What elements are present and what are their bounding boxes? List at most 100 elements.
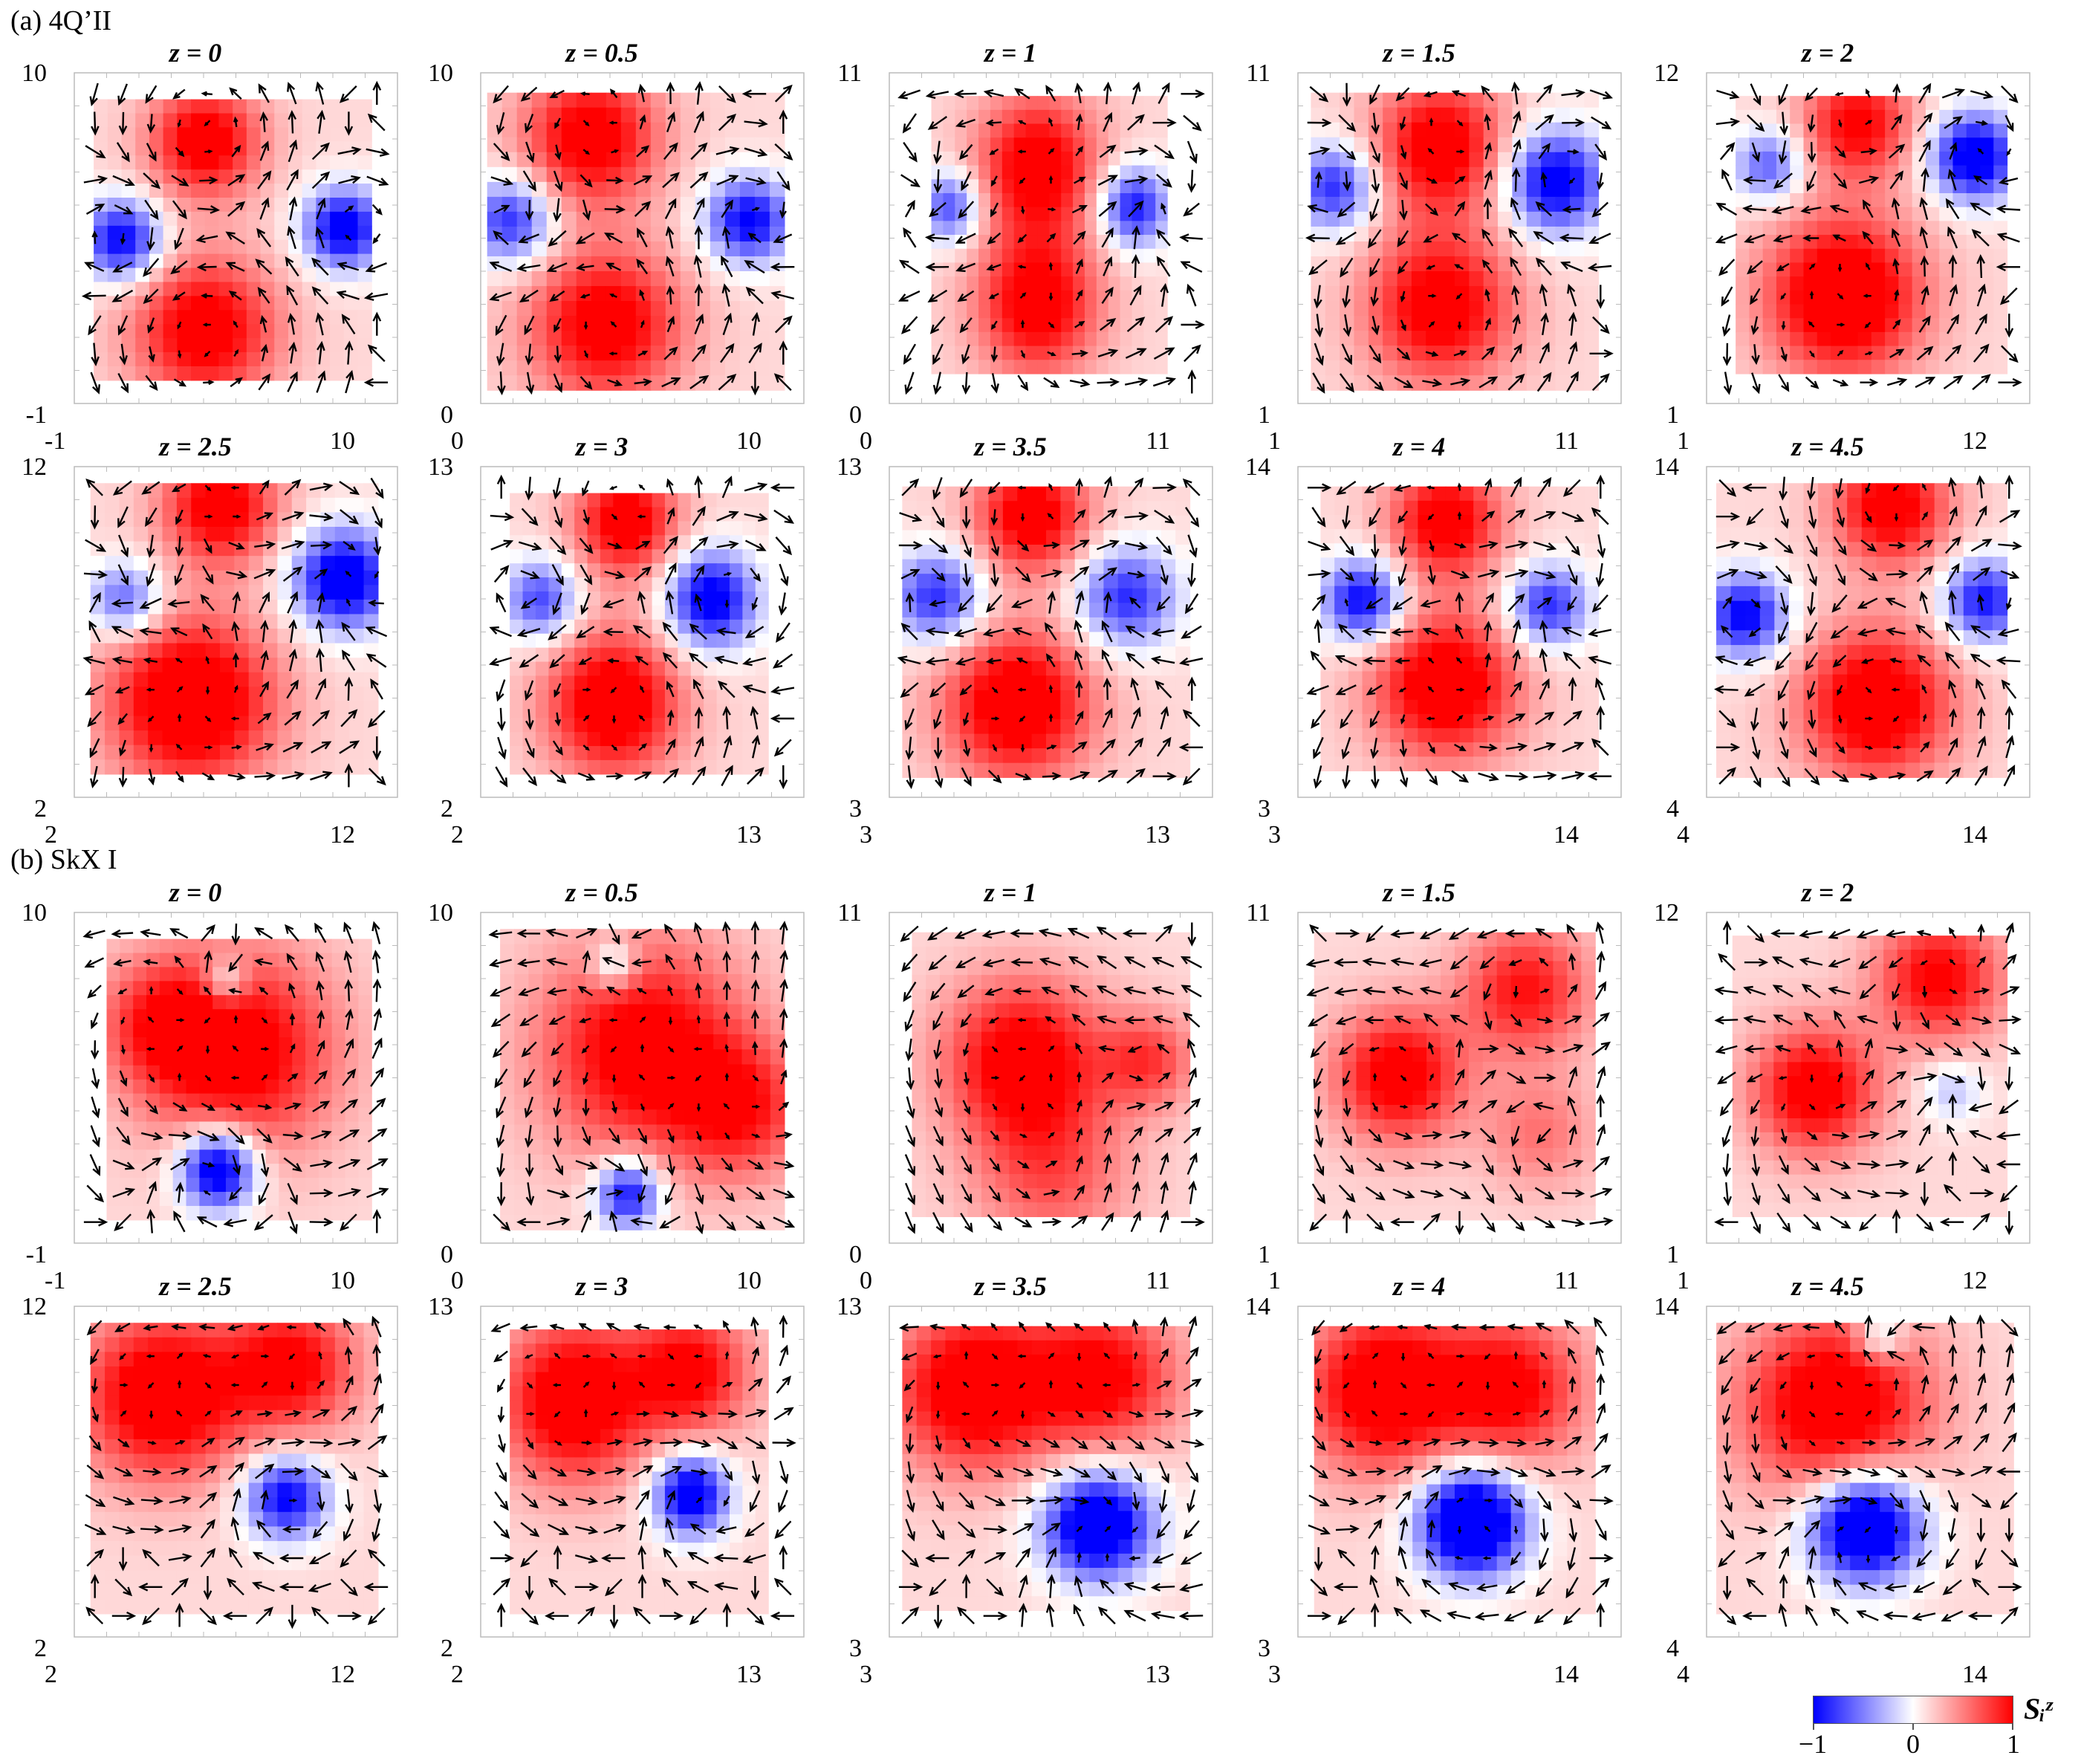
y-axis-min-label: 0	[441, 401, 453, 429]
spin-arrow	[88, 315, 102, 336]
heatmap-cell	[1120, 290, 1133, 305]
heatmap-cell	[1362, 614, 1377, 629]
heatmap-cell	[1418, 500, 1432, 516]
heatmap-cell	[613, 704, 627, 719]
heatmap-cell	[1143, 179, 1156, 194]
heatmap-cell	[1498, 286, 1513, 302]
heatmap-cell	[1844, 346, 1859, 360]
heatmap-cell	[620, 346, 637, 361]
spin-arrow	[583, 350, 588, 359]
spin-arrow	[82, 655, 105, 664]
heatmap-cell	[1074, 748, 1090, 764]
heatmap-cell	[1555, 375, 1571, 391]
heatmap-cell	[1061, 290, 1074, 305]
heatmap-cell	[576, 286, 592, 302]
heatmap-cell	[742, 759, 756, 775]
heatmap-cell	[288, 253, 303, 269]
heatmap-cell	[1049, 179, 1062, 194]
heatmap-cell	[1017, 762, 1033, 778]
spin-arrow	[1074, 82, 1083, 104]
heatmap-cell	[1354, 271, 1369, 287]
heatmap-cell	[320, 599, 336, 615]
heatmap-cell	[678, 661, 692, 677]
heatmap-cell	[1542, 529, 1558, 544]
heatmap-cell	[357, 282, 372, 296]
heatmap-cell	[664, 549, 678, 564]
heatmap-cell	[1749, 276, 1764, 291]
heatmap-cell	[1383, 152, 1398, 168]
spin-arrow	[1941, 88, 1966, 99]
spin-arrow	[932, 506, 945, 528]
spin-arrow	[932, 372, 942, 395]
heatmap-cell	[191, 169, 206, 184]
spin-arrow	[259, 314, 267, 333]
heatmap-cell	[1469, 122, 1484, 138]
heatmap-cell	[1096, 248, 1109, 264]
heatmap-cell	[576, 152, 592, 168]
spin-arrow	[315, 81, 325, 105]
heatmap-cell	[306, 629, 322, 644]
spin-arrow	[1921, 167, 1929, 192]
heatmap-cell	[1418, 742, 1432, 757]
heatmap-cell	[710, 375, 726, 391]
heatmap-cell	[1368, 331, 1383, 346]
heatmap-cell	[302, 338, 316, 353]
heatmap-cell	[1037, 179, 1050, 194]
heatmap-cell	[1025, 290, 1039, 305]
spin-arrow	[747, 767, 764, 785]
spin-arrow	[1129, 597, 1141, 609]
heatmap-cell	[1061, 276, 1074, 291]
heatmap-cell	[218, 113, 233, 129]
heatmap-cell	[1844, 318, 1859, 333]
spin-arrow	[1397, 563, 1407, 587]
spin-arrow	[1808, 321, 1815, 328]
heatmap-cell	[233, 310, 247, 325]
heatmap-cell	[349, 701, 365, 717]
spin-arrow	[81, 291, 106, 301]
heatmap-cell	[1383, 241, 1398, 257]
heatmap-cell	[1483, 211, 1499, 227]
heatmap-plot	[1297, 466, 1622, 798]
heatmap-cell	[678, 633, 692, 649]
heatmap-cell	[191, 253, 206, 269]
heatmap-cell	[587, 675, 601, 690]
spin-arrow	[1155, 536, 1172, 556]
spin-arrow	[203, 538, 212, 554]
heatmap-cell	[1871, 221, 1886, 236]
spin-arrow	[721, 476, 733, 499]
heatmap-cell	[1555, 241, 1571, 257]
heatmap-cell	[1749, 248, 1764, 264]
heatmap-cell	[591, 316, 607, 331]
spin-arrow	[1043, 377, 1060, 389]
heatmap-cell	[1736, 318, 1750, 333]
heatmap-cell	[133, 585, 149, 600]
spin-arrow	[233, 116, 238, 128]
spin-arrow	[1153, 347, 1175, 360]
spin-arrow	[345, 234, 352, 241]
heatmap-cell	[234, 483, 250, 499]
heatmap-cell	[191, 599, 207, 615]
spin-arrow	[524, 315, 535, 336]
heatmap-cell	[1348, 629, 1363, 643]
heatmap-cell	[246, 267, 262, 283]
heatmap-cell	[1411, 211, 1426, 227]
spin-arrow	[522, 767, 537, 786]
heatmap-cell	[233, 267, 247, 283]
spin-arrow	[1181, 625, 1202, 639]
heatmap-cell	[349, 541, 365, 557]
heatmap-cell	[650, 152, 666, 168]
heatmap-cell	[1515, 728, 1530, 743]
heatmap-cell	[1469, 360, 1484, 376]
heatmap-cell	[1736, 248, 1750, 264]
heatmap-cell	[1432, 713, 1447, 729]
heatmap-cell	[163, 99, 178, 114]
heatmap-cell	[1013, 318, 1027, 333]
spin-arrow	[1308, 540, 1331, 551]
spin-arrow	[1562, 118, 1585, 127]
heatmap-cell	[291, 759, 307, 775]
spin-arrow	[117, 372, 129, 394]
heatmap-cell	[739, 152, 756, 168]
spin-arrow	[1363, 482, 1385, 493]
heatmap-cell	[1320, 713, 1335, 729]
heatmap-cell	[1526, 316, 1542, 331]
